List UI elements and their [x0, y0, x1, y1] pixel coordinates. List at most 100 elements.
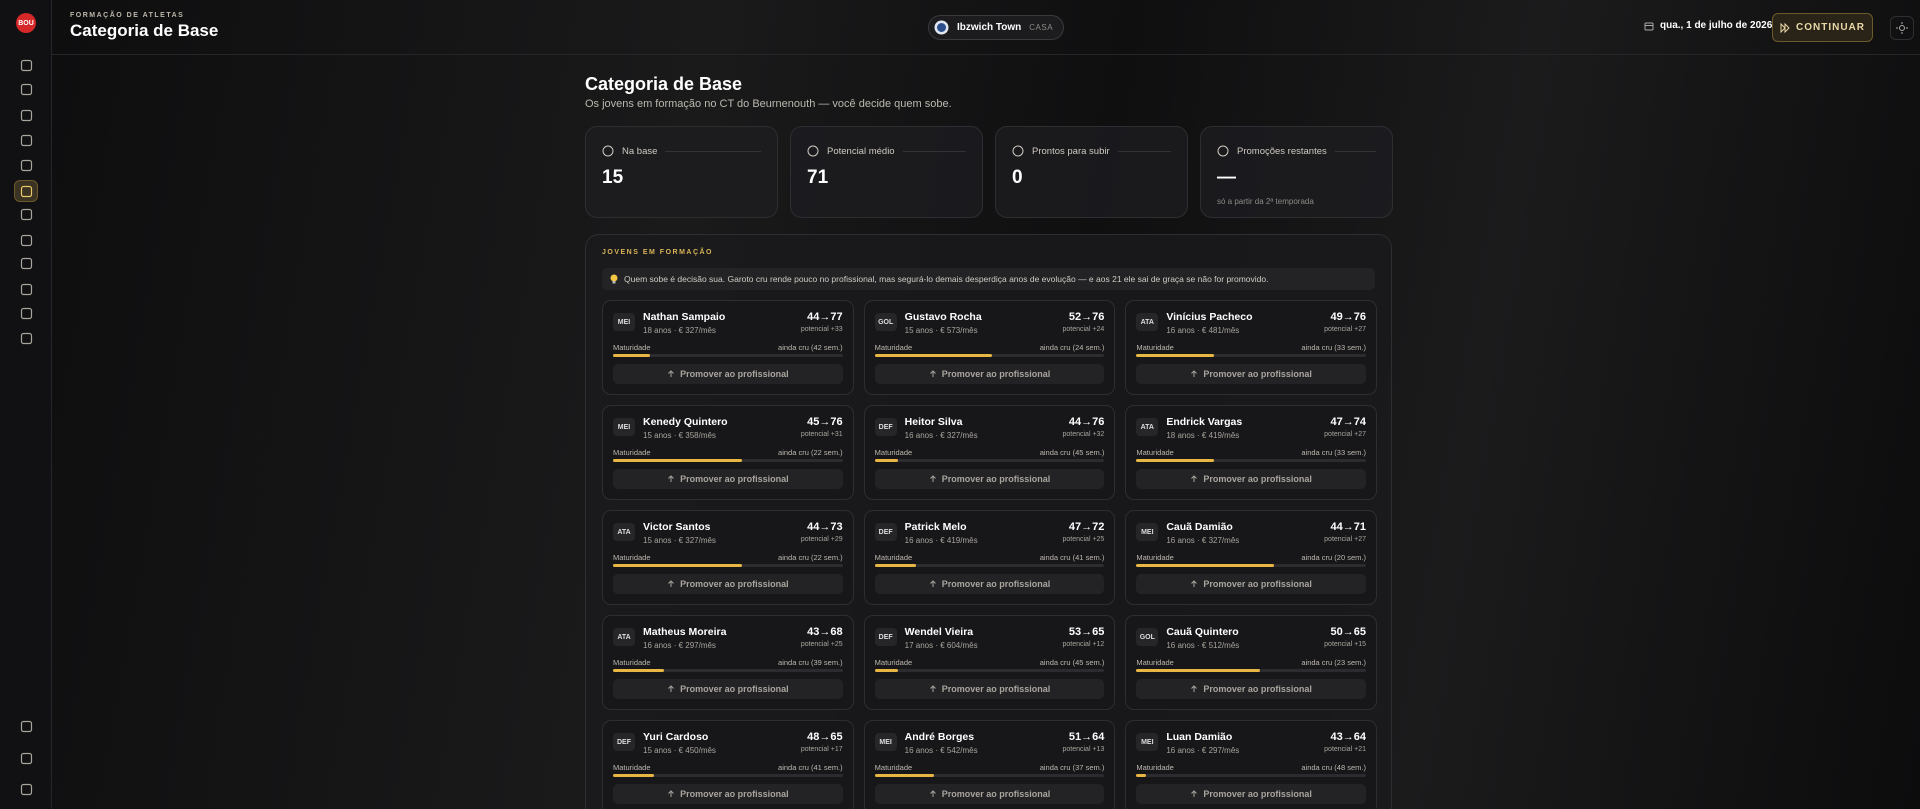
potential-rating: 76 — [1353, 311, 1366, 323]
position-badge: ATA — [613, 628, 635, 646]
promote-button[interactable]: Promover ao profissional — [874, 574, 1105, 594]
current-rating: 47 — [1068, 521, 1082, 533]
player-card: MEI Nathan Sampaio 18 anos · € 327/mês 44→7… — [602, 300, 854, 395]
current-rating: 45 — [807, 416, 820, 428]
promote-button[interactable]: Promover ao profissional — [1136, 364, 1366, 384]
nav-icon[interactable] — [14, 302, 38, 324]
player-name: Kenedy Quintero — [643, 416, 728, 428]
nav-icon[interactable] — [14, 129, 38, 151]
rating: 49→76 — [1331, 311, 1367, 323]
maturity-track — [1136, 669, 1366, 672]
promote-label: Promover ao profissional — [1203, 684, 1312, 694]
stat-note: só a partir da 2ª temporada — [1217, 197, 1314, 206]
rating: 44→73 — [807, 521, 843, 533]
theme-toggle[interactable] — [1890, 16, 1914, 40]
stat-value: 0 — [1012, 167, 1023, 188]
maturity-status: ainda cru (42 sem.) — [778, 343, 843, 352]
nav-icon[interactable] — [14, 747, 38, 769]
maturity-status: ainda cru (45 sem.) — [1039, 658, 1105, 667]
nav-icon[interactable] — [14, 778, 38, 800]
top-bar: FORMAÇÃO DE ATLETAS Categoria de Base Ib… — [52, 0, 1920, 55]
nav-glyph — [20, 185, 32, 197]
nav-icon[interactable] — [14, 327, 38, 349]
stat-label: Prontos para subir — [1032, 145, 1110, 157]
club-pill[interactable]: Ibzwich Town CASA — [928, 15, 1065, 40]
potential-rating: 68 — [830, 626, 843, 638]
promote-button[interactable]: Promover ao profissional — [874, 364, 1105, 384]
player-details: 16 anos · € 297/mês — [643, 641, 716, 650]
promote-button[interactable]: Promover ao profissional — [874, 679, 1105, 699]
promote-button[interactable]: Promover ao profissional — [613, 469, 843, 489]
promote-button[interactable]: Promover ao profissional — [874, 784, 1105, 804]
player-details: 16 anos · € 512/mês — [1166, 641, 1240, 650]
player-card: MEI Cauã Damião 16 anos · € 327/mês 44→71 po… — [1125, 510, 1377, 605]
current-rating: 50 — [1330, 626, 1343, 638]
continue-button[interactable]: CONTINUAR — [1772, 13, 1873, 42]
promote-label: Promover ao profissional — [941, 789, 1051, 799]
nav-glyph — [20, 307, 32, 319]
nav-icon[interactable] — [14, 252, 38, 274]
up-arrow-icon — [668, 370, 674, 377]
play-icon — [1780, 22, 1790, 33]
rating: 45→76 — [807, 416, 843, 428]
promote-button[interactable]: Promover ao profissional — [1136, 679, 1366, 699]
promote-button[interactable]: Promover ao profissional — [613, 574, 843, 594]
rating-arrow: → — [1081, 416, 1093, 428]
maturity-label: Maturidade — [1136, 658, 1174, 667]
nav-glyph — [20, 283, 32, 295]
promote-button[interactable]: Promover ao profissional — [613, 364, 843, 384]
maturity-track — [874, 669, 1105, 672]
maturity-track — [613, 459, 843, 462]
nav-icon[interactable] — [14, 278, 38, 300]
nav-icon[interactable] — [14, 715, 38, 737]
promote-button[interactable]: Promover ao profissional — [874, 469, 1105, 489]
player-name: Cauã Damião — [1166, 521, 1233, 533]
promote-label: Promover ao profissional — [680, 369, 789, 379]
stat-label-row: Prontos para subir — [1012, 145, 1171, 157]
promote-button[interactable]: Promover ao profissional — [1136, 784, 1366, 804]
maturity-label: Maturidade — [1136, 763, 1174, 772]
nav-icon[interactable] — [14, 78, 38, 100]
promote-button[interactable]: Promover ao profissional — [613, 784, 843, 804]
potential-rating: 71 — [1353, 521, 1366, 533]
up-arrow-icon — [668, 580, 674, 587]
rating-arrow: → — [1342, 731, 1354, 743]
promote-label: Promover ao profissional — [941, 369, 1051, 379]
club-logo[interactable]: BOU — [16, 13, 36, 33]
nav-icon[interactable] — [14, 229, 38, 251]
tip-text: Quem sobe é decisão sua. Garoto cru rend… — [624, 274, 1269, 284]
nav-icon[interactable] — [14, 104, 38, 126]
up-arrow-icon — [929, 370, 936, 377]
promote-button[interactable]: Promover ao profissional — [613, 679, 843, 699]
promote-label: Promover ao profissional — [680, 474, 789, 484]
potential-rating: 72 — [1092, 521, 1105, 533]
nav-icon[interactable] — [14, 154, 38, 176]
maturity-label: Maturidade — [613, 448, 651, 457]
up-arrow-icon — [668, 475, 674, 482]
current-rating: 53 — [1068, 626, 1082, 638]
maturity-bar — [1136, 774, 1146, 777]
player-name: André Borges — [904, 731, 975, 743]
nav-icon[interactable] — [14, 180, 38, 202]
position-badge: DEF — [874, 628, 897, 646]
nav-icon[interactable] — [14, 54, 38, 76]
potential-rating: 65 — [830, 731, 843, 743]
up-arrow-icon — [1191, 790, 1198, 797]
maturity-status: ainda cru (33 sem.) — [1301, 343, 1366, 352]
promote-button[interactable]: Promover ao profissional — [1136, 574, 1366, 594]
promote-button[interactable]: Promover ao profissional — [1136, 469, 1366, 489]
up-arrow-icon — [1191, 580, 1198, 587]
maturity-label: Maturidade — [613, 553, 651, 562]
nav-glyph — [20, 83, 32, 95]
player-name: Yuri Cardoso — [643, 731, 709, 743]
maturity-bar — [613, 459, 742, 462]
up-arrow-icon — [929, 475, 936, 482]
maturity-label: Maturidade — [1136, 553, 1174, 562]
nav-icon[interactable] — [14, 203, 38, 225]
position-badge: DEF — [613, 733, 635, 751]
up-arrow-icon — [1191, 685, 1198, 692]
maturity-bar — [874, 669, 898, 672]
up-arrow-icon — [929, 790, 936, 797]
position-badge: DEF — [874, 418, 897, 436]
rating: 53→65 — [1069, 626, 1105, 638]
